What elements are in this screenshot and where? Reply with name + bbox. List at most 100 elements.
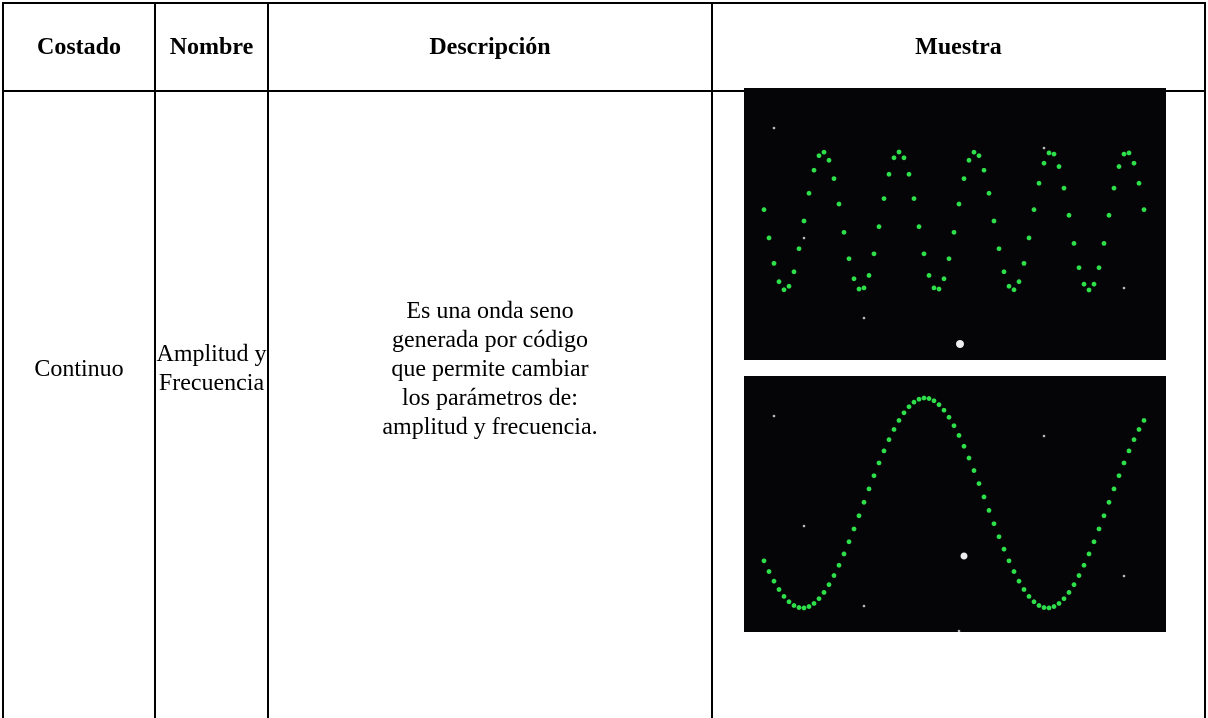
wave-dot <box>1081 281 1087 287</box>
sample-image <box>744 88 1166 360</box>
star <box>957 629 961 632</box>
wave-dot <box>796 246 802 252</box>
wave-dot <box>821 149 827 155</box>
wave-dot <box>821 590 827 595</box>
wave-dot <box>971 468 977 473</box>
wave-dot <box>1086 551 1092 557</box>
wave-dot <box>1091 539 1097 545</box>
wave-dot <box>811 167 817 173</box>
wave-dot <box>946 256 952 262</box>
wave-dot <box>1086 287 1092 293</box>
wave-dot <box>826 157 832 163</box>
wave-dot <box>776 279 782 285</box>
wave-dot <box>1076 265 1082 271</box>
wave-dot <box>966 455 972 461</box>
wave-dot <box>851 276 857 282</box>
wave-dot <box>816 153 822 159</box>
wave-dot <box>866 273 872 278</box>
wave-dot <box>806 604 812 609</box>
header-cell: Muestra <box>915 33 1002 60</box>
wave-dot <box>826 582 832 588</box>
wave-dot <box>801 605 807 611</box>
wave-dot <box>816 596 822 602</box>
star <box>1042 146 1046 150</box>
wave-dot <box>1136 427 1142 432</box>
wave-dot <box>986 190 992 196</box>
wave-dot <box>1021 587 1027 592</box>
wave-dot <box>846 539 852 545</box>
wave-dot <box>856 286 862 292</box>
wave-dot <box>936 402 942 408</box>
star <box>802 236 806 240</box>
wave-dot <box>1026 235 1032 241</box>
wave-dot <box>886 171 892 177</box>
cell-line: amplitud y frecuencia. <box>382 413 598 440</box>
wave-dot <box>996 246 1002 252</box>
wave-dot <box>921 251 927 257</box>
wave-dot <box>876 224 882 230</box>
wave-dot <box>1016 578 1022 584</box>
wave-dot <box>896 418 902 423</box>
wave-dot <box>781 287 787 293</box>
wave-dot <box>901 410 907 416</box>
body-cell: Es una onda seno generada por código que… <box>269 92 711 646</box>
wave-dot <box>1041 160 1047 166</box>
wave-dot <box>1001 546 1007 552</box>
wave-dot <box>906 404 912 410</box>
wave-dot <box>806 190 812 196</box>
wave-dot <box>921 395 927 401</box>
wave-dot <box>1096 265 1102 271</box>
wave-dot <box>891 155 897 161</box>
star <box>802 524 806 528</box>
table-border <box>711 2 713 718</box>
wave-dot <box>1141 418 1147 423</box>
wave-dot <box>1076 573 1082 578</box>
wave-dot <box>881 196 887 201</box>
wave-dot <box>911 196 917 201</box>
wave-dot <box>786 599 792 605</box>
wave-dot <box>916 224 922 230</box>
wave-dot <box>1136 180 1142 186</box>
wave-dot <box>861 285 867 291</box>
wave-dot <box>991 218 997 224</box>
wave-dot <box>1056 601 1062 606</box>
wave-dot <box>981 167 987 173</box>
wave-dot <box>1036 180 1042 186</box>
wave-dot <box>976 153 982 159</box>
wave-dot <box>886 437 892 443</box>
wave-dot <box>926 396 932 401</box>
body-cell: Continuo <box>34 355 124 382</box>
star <box>1042 434 1046 438</box>
wave-dot <box>1111 185 1117 191</box>
table-border <box>1204 2 1206 718</box>
wave-dot <box>1116 164 1122 169</box>
wave-dot <box>901 155 907 161</box>
wave-dot <box>1011 287 1017 293</box>
wave-dot <box>1141 207 1147 213</box>
star <box>862 316 866 320</box>
wave-dot <box>996 534 1002 540</box>
wave-dot <box>941 276 947 282</box>
wave-dot <box>1071 582 1077 588</box>
wave-dot <box>841 229 847 235</box>
wave-dot <box>796 605 802 610</box>
wave-dot <box>916 396 922 402</box>
wave-dot <box>856 513 862 519</box>
wave-dot <box>1051 604 1057 609</box>
table-border <box>267 2 269 718</box>
wave-dot <box>986 507 992 513</box>
wave-dot <box>981 494 987 500</box>
wave-dot <box>1101 513 1107 519</box>
wave-dot <box>1031 599 1037 605</box>
table-border <box>2 2 1206 4</box>
wave-dot <box>936 286 942 292</box>
wave-dot <box>1126 448 1132 454</box>
wave-dot <box>831 573 837 578</box>
wave-dot <box>896 149 902 155</box>
wave-dot <box>1046 150 1052 156</box>
star <box>1122 286 1126 290</box>
wave-dot <box>951 423 957 429</box>
wave-dot <box>831 176 837 182</box>
wave-dot <box>1106 212 1112 218</box>
wave-dot <box>946 414 952 420</box>
